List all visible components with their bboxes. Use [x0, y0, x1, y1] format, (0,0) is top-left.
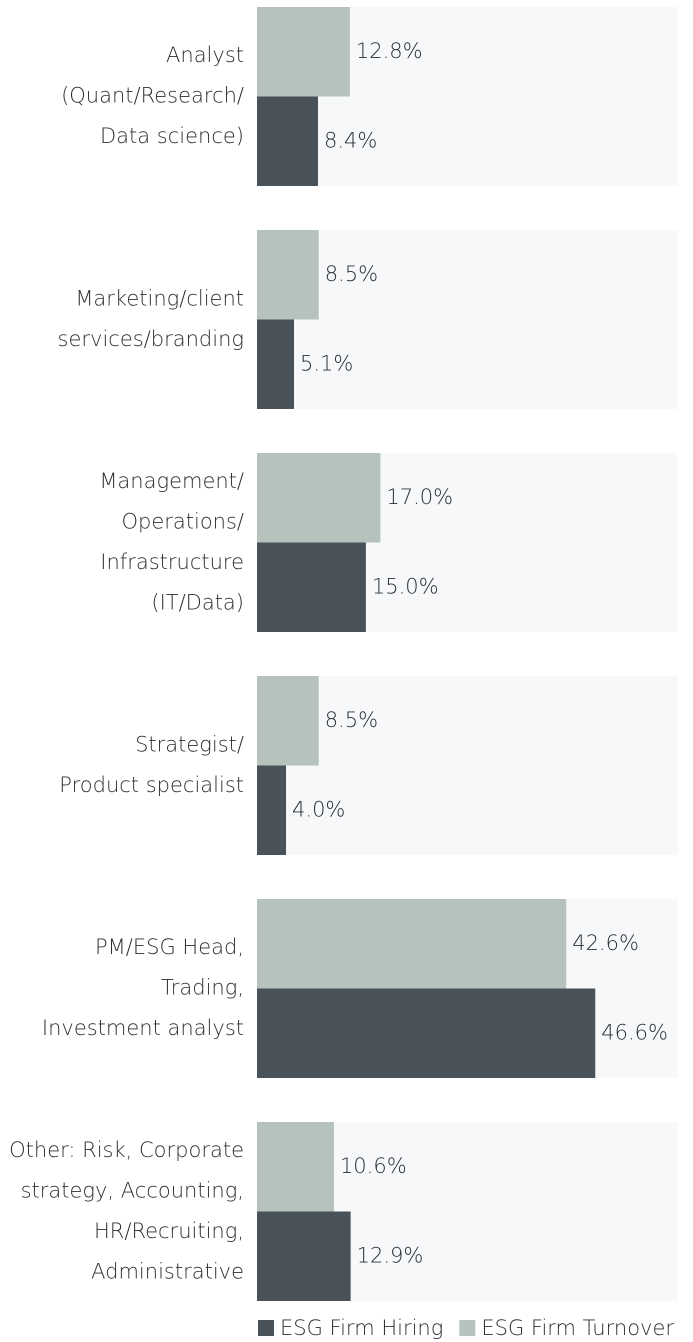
- value-label: 10.6%: [340, 1154, 407, 1178]
- value-label: 42.6%: [572, 931, 639, 955]
- value-label: 15.0%: [372, 574, 439, 598]
- value-label: 8.5%: [325, 262, 378, 286]
- value-label: 8.4%: [324, 128, 377, 152]
- bar: [257, 1122, 334, 1212]
- bar: [257, 230, 319, 320]
- category-label: Operations/: [121, 509, 244, 533]
- category-label: Analyst: [166, 43, 244, 67]
- category-label: Data science): [100, 124, 244, 148]
- bar: [257, 542, 366, 632]
- bar: [257, 765, 287, 855]
- panel: [257, 230, 678, 409]
- value-label: 8.5%: [325, 708, 378, 732]
- category-label: Strategist/: [135, 732, 244, 756]
- category-label: PM/ESG Head,: [95, 935, 244, 959]
- category-label: Marketing/client: [75, 286, 244, 310]
- legend-label: ESG Firm Turnover: [481, 1316, 674, 1340]
- bar: [257, 7, 350, 97]
- legend-swatch: [258, 1320, 274, 1336]
- category-label: Product specialist: [59, 773, 244, 797]
- category-label: Management/: [99, 469, 244, 493]
- category-label: Trading,: [161, 976, 244, 1000]
- bar: [257, 96, 318, 186]
- value-label: 12.9%: [357, 1243, 424, 1267]
- bar: [257, 453, 381, 543]
- category-label: Investment analyst: [42, 1016, 244, 1040]
- bar: [257, 676, 319, 766]
- bar: [257, 1211, 351, 1301]
- value-label: 17.0%: [386, 485, 453, 509]
- bar: [257, 319, 295, 409]
- category-label: (IT/Data): [151, 590, 244, 614]
- category-label: Other: Risk, Corporate: [9, 1138, 244, 1162]
- bar: [257, 988, 596, 1078]
- value-label: 5.1%: [300, 351, 353, 375]
- value-label: 4.0%: [292, 797, 345, 821]
- category-label: (Quant/Research/: [61, 84, 244, 108]
- bar: [257, 899, 567, 989]
- panel: [257, 676, 678, 855]
- category-label: Infrastructure: [100, 550, 244, 574]
- value-label: 12.8%: [356, 39, 423, 63]
- category-label: Administrative: [91, 1259, 244, 1283]
- legend-label: ESG Firm Hiring: [280, 1316, 443, 1340]
- category-label: services/branding: [58, 327, 244, 351]
- category-label: strategy, Accounting,: [21, 1178, 244, 1202]
- legend-swatch: [459, 1320, 476, 1336]
- category-label: HR/Recruiting,: [94, 1219, 244, 1243]
- value-label: 46.6%: [601, 1020, 668, 1044]
